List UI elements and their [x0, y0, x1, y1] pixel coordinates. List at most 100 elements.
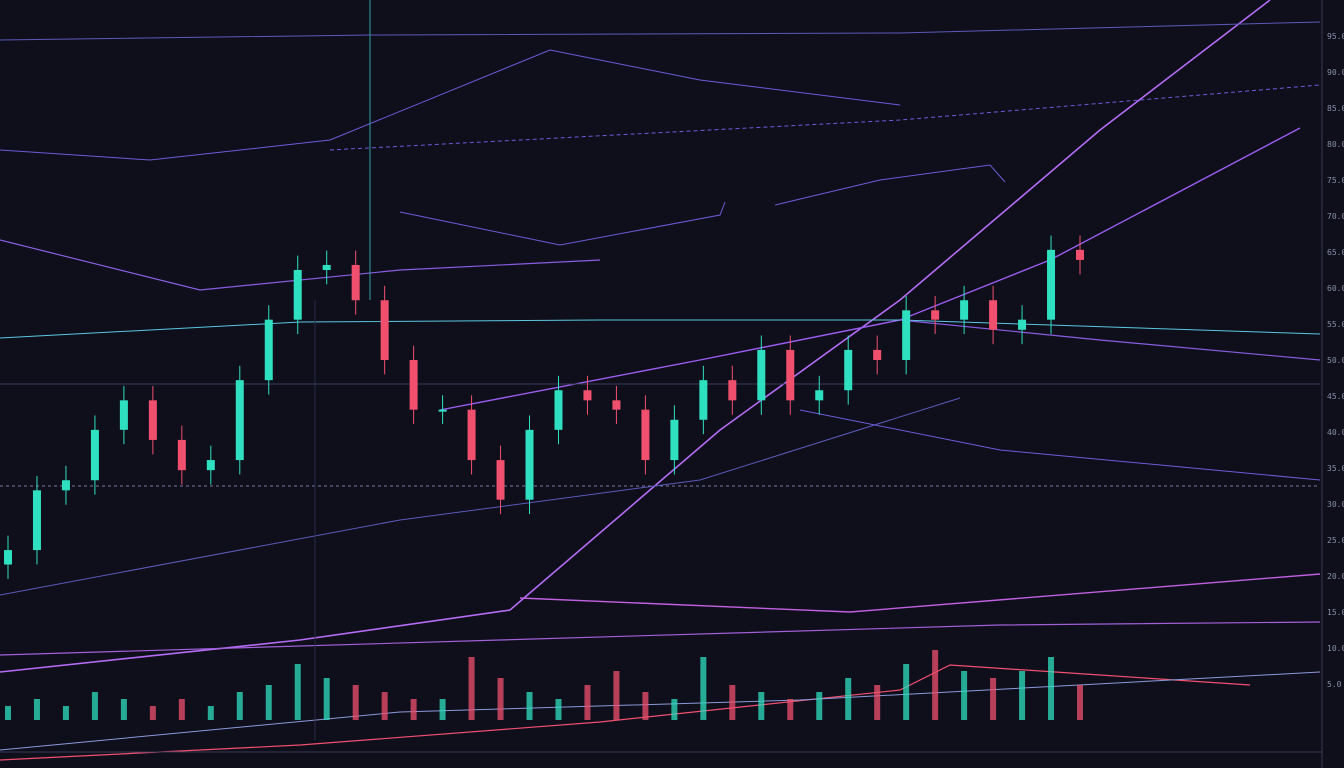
candle[interactable] [438, 395, 447, 425]
candle-body [264, 319, 273, 381]
candle[interactable] [61, 465, 70, 505]
candle[interactable] [844, 335, 853, 405]
volume-bar [352, 685, 359, 720]
candle-body [206, 460, 215, 471]
volume-bar [1048, 657, 1055, 720]
candle-body [525, 429, 534, 500]
volume-ma-line [0, 664, 1251, 761]
volume-bar [91, 692, 98, 720]
candle[interactable] [1076, 235, 1084, 275]
candle[interactable] [1018, 305, 1027, 345]
candle[interactable] [235, 365, 244, 475]
candle[interactable] [525, 415, 534, 515]
candle[interactable] [177, 425, 186, 485]
candle-body [322, 264, 331, 270]
candle[interactable] [322, 250, 331, 285]
candle[interactable] [380, 285, 389, 375]
candle[interactable] [467, 395, 476, 475]
candle[interactable] [989, 285, 998, 345]
price-tick-label: 10.0 [1327, 644, 1344, 653]
moving-average-line [0, 319, 1321, 339]
candle[interactable] [496, 445, 505, 515]
candle[interactable] [815, 375, 824, 415]
candle[interactable] [612, 385, 621, 425]
volume-bar [758, 692, 765, 720]
volume-bar [874, 685, 881, 720]
candle-body [32, 490, 41, 551]
candle-body [1076, 249, 1084, 260]
candle[interactable] [699, 365, 708, 435]
candle[interactable] [32, 475, 41, 565]
volume-bar [381, 692, 388, 720]
candle[interactable] [583, 375, 592, 415]
volume-bar [236, 692, 243, 720]
candle[interactable] [786, 335, 795, 415]
volume-bar [1077, 685, 1083, 720]
price-tick-label: 75.0 [1327, 176, 1344, 185]
volume-bar [468, 657, 475, 720]
candle[interactable] [873, 335, 882, 375]
volume-bars [5, 650, 1083, 720]
candle-body [177, 439, 186, 471]
candle[interactable] [264, 305, 273, 395]
price-tick-label: 35.0 [1327, 464, 1344, 473]
volume-bar [207, 706, 214, 720]
candle-body [148, 400, 157, 440]
price-tick-label: 40.0 [1327, 428, 1344, 437]
candle-body [960, 300, 969, 320]
candle-body [409, 360, 418, 410]
candle[interactable] [148, 385, 157, 455]
candle-body [235, 380, 244, 461]
volume-bar [729, 685, 736, 720]
candle[interactable] [119, 385, 128, 445]
price-tick-label: 20.0 [1327, 572, 1344, 581]
volume-bar [555, 699, 562, 720]
candle[interactable] [728, 365, 737, 415]
candle[interactable] [670, 405, 679, 475]
lower-band-line [0, 621, 1321, 656]
candle-body [496, 460, 505, 500]
candle[interactable] [641, 395, 650, 475]
volume-bar [526, 692, 533, 720]
candle[interactable] [90, 415, 99, 495]
candle[interactable] [4, 535, 12, 579]
price-tick-label: 85.0 [1327, 104, 1344, 113]
candle[interactable] [554, 375, 563, 445]
candle-body [1018, 319, 1027, 330]
candle[interactable] [757, 335, 766, 415]
candle[interactable] [409, 345, 418, 425]
candle-body [438, 409, 447, 412]
candle[interactable] [293, 255, 302, 335]
candle-body [351, 264, 360, 301]
candlesticks [4, 235, 1084, 579]
volume-bar [700, 657, 707, 720]
candle-body [293, 270, 302, 320]
overlay-lines [0, 0, 1321, 761]
price-tick-label: 80.0 [1327, 140, 1344, 149]
candle[interactable] [351, 250, 360, 315]
candle[interactable] [931, 295, 940, 335]
candle-body [757, 349, 766, 401]
candle[interactable] [1047, 235, 1056, 335]
candle-body [467, 409, 476, 461]
volume-bar [613, 671, 620, 720]
channel-line [799, 409, 1321, 481]
price-tick-label: 50.0 [1327, 356, 1344, 365]
support-line [899, 319, 1321, 361]
candle-body [699, 380, 708, 420]
candle-body [90, 429, 99, 481]
candle-body [931, 310, 940, 320]
volume-bar [903, 664, 910, 720]
volume-ma-line [0, 671, 1321, 751]
price-tick-label: 95.0 [1327, 32, 1344, 41]
candle[interactable] [960, 285, 969, 335]
candle-body [873, 349, 882, 360]
volume-bar [787, 699, 794, 720]
candle[interactable] [206, 445, 215, 485]
candle[interactable] [902, 295, 911, 375]
volume-bar [845, 678, 852, 720]
volume-bar [497, 678, 504, 720]
candle-body [902, 310, 911, 360]
candle-body [61, 480, 70, 491]
